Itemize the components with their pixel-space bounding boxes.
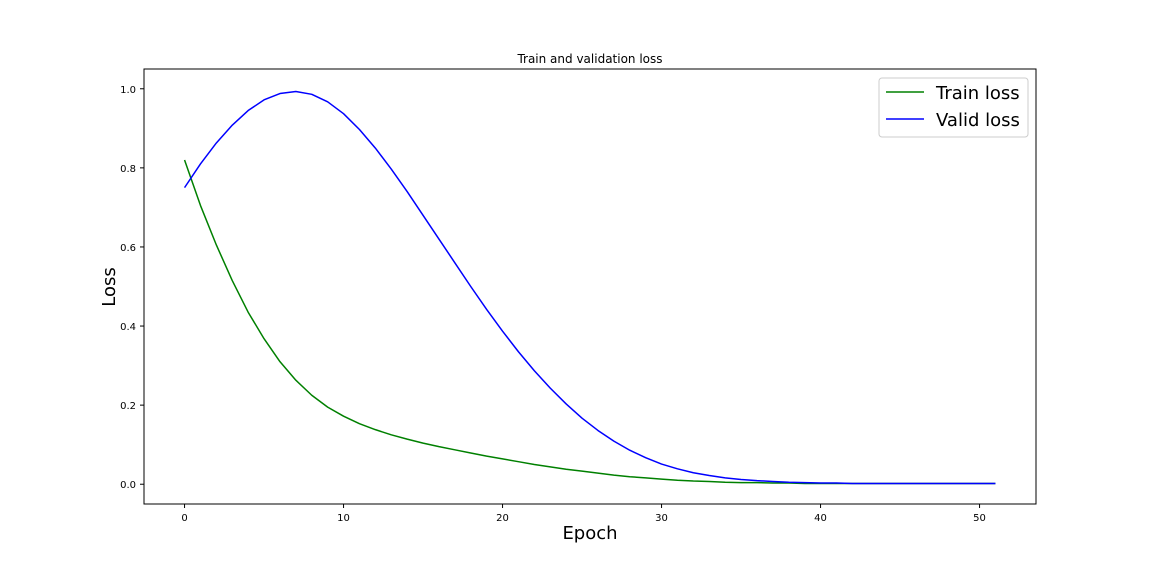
x-tick-label: 20 [496,513,509,524]
x-tick-label: 0 [181,513,187,524]
y-axis: 0.0 0.2 0.4 0.6 0.8 1.0 [120,85,144,491]
legend: Train loss Valid loss [878,77,1029,138]
legend-label-train-loss: Train loss [935,83,1020,104]
y-tick-label: 1.0 [120,85,136,96]
x-axis: 0 10 20 30 40 50 [181,504,986,524]
y-axis-label: Loss [99,267,120,306]
x-tick-label: 50 [973,513,986,524]
y-tick-label: 0.0 [120,480,136,491]
y-tick-label: 0.2 [120,401,136,412]
axes-frame [143,68,1037,505]
y-tick-label: 0.4 [120,322,136,333]
x-axis-label: Epoch [562,523,617,544]
y-tick-label: 0.8 [120,164,136,175]
x-tick-label: 40 [814,513,827,524]
y-tick-label: 0.6 [120,243,136,254]
chart-title: Train and validation loss [516,52,662,66]
x-tick-label: 10 [337,513,350,524]
series-line-valid-loss [183,90,996,485]
legend-label-valid-loss: Valid loss [936,110,1020,131]
series-layer [183,90,996,485]
x-tick-label: 30 [655,513,668,524]
